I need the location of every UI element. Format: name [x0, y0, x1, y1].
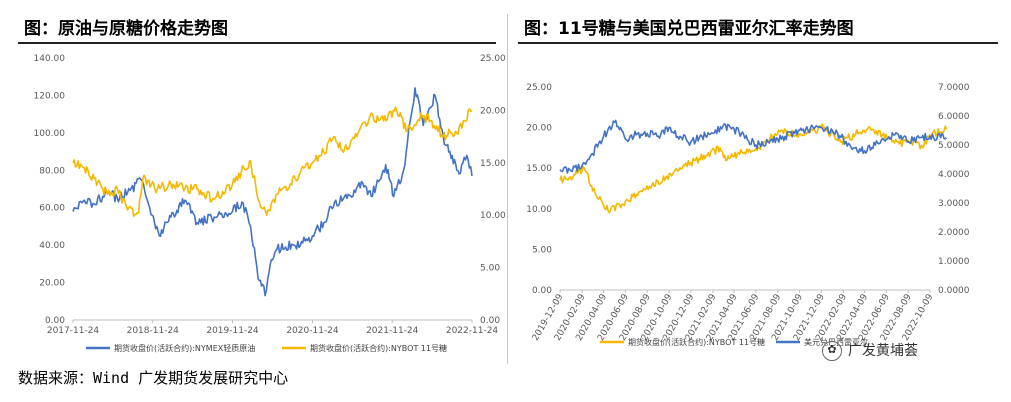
x-tick-label: 2017-11-24 [47, 326, 100, 336]
y-left-tick-label: 80.00 [39, 166, 65, 176]
panel-divider [507, 14, 508, 364]
x-tick-label: 2020-11-24 [286, 326, 339, 336]
legend-label: 期货收盘价(活跃合约):NYBOT 11号糖 [628, 337, 765, 347]
y-left-tick-label: 10.00 [526, 205, 552, 215]
legend-label: 期货收盘价(活跃合约):NYMEX轻质原油 [114, 343, 255, 353]
watermark: ✿ 广发黄埔荟 [822, 340, 918, 361]
y-right-tick-label: 0.00 [480, 316, 500, 326]
series-line-0-0 [72, 87, 473, 297]
y-left-tick-label: 20.00 [526, 124, 552, 134]
x-tick-label: 2018-11-24 [127, 326, 180, 336]
y-left-tick-label: 60.00 [39, 204, 65, 214]
series-line-1-1 [559, 119, 947, 174]
y-right-tick-label: 10.00 [480, 211, 506, 221]
y-right-tick-label: 15.00 [480, 159, 506, 169]
y-left-tick-label: 100.00 [34, 129, 66, 139]
x-tick-label: 2021-11-24 [366, 326, 419, 336]
watermark-text: 广发黄埔荟 [848, 343, 918, 359]
y-right-tick-label: 25.00 [480, 54, 506, 64]
y-left-tick-label: 0.00 [532, 286, 552, 296]
y-right-tick-label: 5.0000 [938, 141, 970, 151]
x-tick-label: 2019-11-24 [206, 326, 259, 336]
y-right-tick-label: 7.0000 [938, 83, 970, 93]
y-right-tick-label: 5.00 [480, 264, 500, 274]
y-left-tick-label: 15.00 [526, 164, 552, 174]
y-right-tick-label: 2.0000 [938, 228, 970, 238]
y-left-tick-label: 5.00 [532, 245, 552, 255]
y-right-tick-label: 6.0000 [938, 112, 970, 122]
source-note: 数据来源：Wind 广发期货发展研究中心 [18, 369, 289, 387]
y-left-tick-label: 0.00 [45, 316, 65, 326]
y-right-tick-label: 3.0000 [938, 199, 970, 209]
chart-title-left: 图：原油与原糖价格走势图 [18, 14, 496, 44]
y-right-tick-label: 0.0000 [938, 286, 970, 296]
y-left-tick-label: 120.00 [34, 91, 66, 101]
chart-title-right: 图：11号糖与美国兑巴西雷亚尔汇率走势图 [518, 14, 998, 44]
y-right-tick-label: 1.0000 [938, 257, 970, 267]
y-right-tick-label: 20.00 [480, 106, 506, 116]
series-line-1-0 [559, 123, 948, 214]
x-tick-label: 2022-11-24 [446, 326, 499, 336]
y-left-tick-label: 40.00 [39, 241, 65, 251]
y-left-tick-label: 20.00 [39, 279, 65, 289]
wechat-icon: ✿ [822, 341, 842, 361]
series-line-0-1 [72, 106, 473, 217]
y-left-tick-label: 140.00 [34, 54, 66, 64]
y-right-tick-label: 4.0000 [938, 170, 970, 180]
y-left-tick-label: 25.00 [526, 83, 552, 93]
legend-label: 期货收盘价(活跃合约):NYBOT 11号糖 [310, 343, 447, 353]
